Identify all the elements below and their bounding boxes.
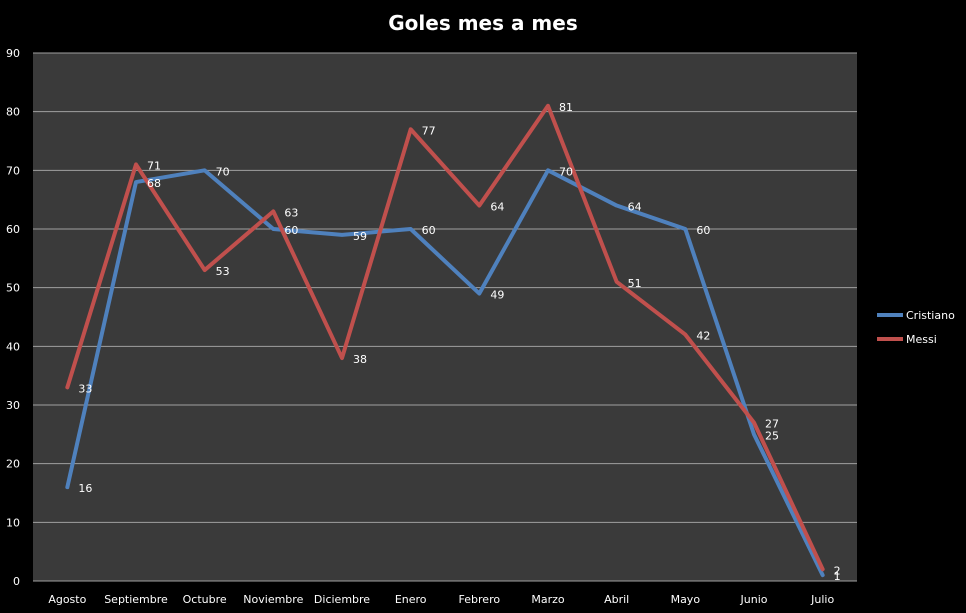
data-label-messi: 81 — [559, 101, 573, 114]
data-label-cristiano: 1 — [834, 570, 841, 583]
y-tick-label: 50 — [6, 282, 20, 295]
data-label-cristiano: 25 — [765, 429, 779, 442]
data-label-cristiano: 49 — [490, 289, 504, 302]
y-tick-label: 60 — [6, 223, 20, 236]
y-tick-label: 10 — [6, 516, 20, 529]
y-tick-label: 30 — [6, 399, 20, 412]
x-tick-label: Abril — [604, 593, 629, 606]
data-label-messi: 51 — [628, 277, 642, 290]
data-label-messi: 53 — [216, 265, 230, 278]
x-tick-label: Julio — [810, 593, 834, 606]
data-label-messi: 2 — [834, 564, 841, 577]
data-label-messi: 38 — [353, 353, 367, 366]
data-label-messi: 77 — [422, 124, 436, 137]
series-line-cristiano — [65, 168, 825, 578]
series-lines — [65, 103, 825, 578]
y-tick-label: 80 — [6, 106, 20, 119]
legend: Cristiano Messi — [877, 309, 955, 346]
data-label-cristiano: 68 — [147, 177, 161, 190]
x-tick-label: Agosto — [48, 593, 86, 606]
series-line-messi — [65, 103, 825, 572]
y-tick-label: 90 — [6, 47, 20, 60]
data-label-cristiano: 60 — [696, 224, 710, 237]
x-tick-label: Octubre — [183, 593, 227, 606]
data-label-cristiano: 70 — [559, 165, 573, 178]
data-label-messi: 63 — [284, 206, 298, 219]
y-axis: 0 10 20 30 40 50 60 70 80 90 — [6, 47, 20, 588]
data-label-cristiano: 16 — [78, 482, 92, 495]
y-tick-label: 70 — [6, 164, 20, 177]
x-tick-label: Junio — [740, 593, 768, 606]
x-tick-label: Mayo — [671, 593, 701, 606]
y-tick-label: 20 — [6, 458, 20, 471]
x-tick-label: Marzo — [531, 593, 565, 606]
data-label-messi: 27 — [765, 418, 779, 431]
y-tick-label: 0 — [13, 575, 20, 588]
x-tick-label: Septiembre — [104, 593, 168, 606]
chart-title: Goles mes a mes — [388, 11, 577, 35]
data-label-cristiano: 60 — [284, 224, 298, 237]
x-tick-label: Febrero — [459, 593, 501, 606]
legend-label: Cristiano — [906, 309, 955, 322]
y-tick-label: 40 — [6, 340, 20, 353]
data-label-cristiano: 70 — [216, 165, 230, 178]
data-label-cristiano: 64 — [628, 201, 642, 214]
data-labels: 16 68 70 60 59 60 49 70 64 60 25 1 33 71 53 63 38 77 64 81 5… — [78, 101, 840, 583]
data-label-messi: 64 — [490, 201, 504, 214]
grid-lines — [33, 52, 857, 582]
data-label-messi: 42 — [696, 330, 710, 343]
data-label-messi: 71 — [147, 159, 161, 172]
data-label-cristiano: 60 — [422, 224, 436, 237]
data-label-cristiano: 59 — [353, 230, 367, 243]
plot-area — [33, 53, 857, 581]
x-tick-label: Noviembre — [243, 593, 303, 606]
x-axis: Agosto Septiembre Octubre Noviembre Diciembr… — [48, 593, 834, 606]
x-tick-label: Diciembre — [314, 593, 370, 606]
data-label-messi: 33 — [78, 382, 92, 395]
legend-label: Messi — [906, 333, 937, 346]
x-tick-label: Enero — [395, 593, 427, 606]
